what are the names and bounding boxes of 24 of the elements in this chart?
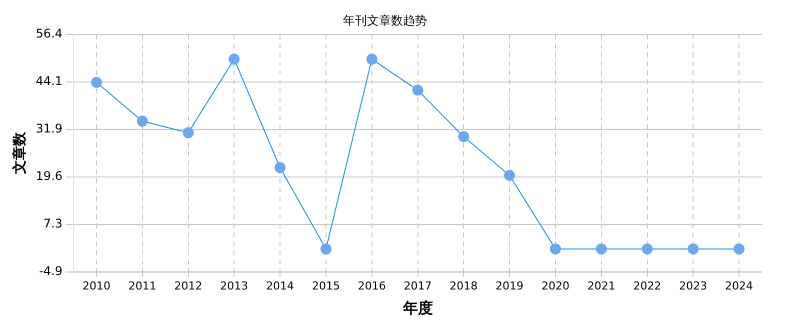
- x-tick-label: 2023: [679, 279, 708, 292]
- x-tick-label: 2012: [174, 279, 202, 292]
- y-tick-label: 19.6: [36, 169, 63, 184]
- x-tick-label: 2011: [128, 279, 156, 292]
- y-tick-label: -4.9: [39, 264, 63, 278]
- x-tick-label: 2016: [358, 279, 386, 292]
- y-tick-label: 44.1: [36, 74, 63, 88]
- x-tick-label: 2018: [450, 279, 478, 292]
- x-tick-label: 2020: [541, 279, 570, 292]
- x-axis-title: 年度: [402, 298, 433, 317]
- y-axis-title: 文章数: [11, 131, 28, 176]
- chart-title: 年刊文章数趋势: [343, 13, 427, 28]
- y-tick-label: 7.3: [43, 216, 63, 231]
- y-tick-label: 56.4: [36, 26, 63, 41]
- x-tick-label: 2017: [404, 279, 432, 292]
- x-tick-label: 2013: [220, 279, 248, 292]
- x-tick-label: 2015: [312, 279, 340, 292]
- x-tick-label: 2019: [496, 279, 524, 292]
- x-tick-label: 2010: [82, 279, 110, 292]
- x-tick-label: 2014: [266, 279, 294, 292]
- x-tick-label: 2022: [633, 279, 662, 292]
- x-tick-label: 2024: [725, 279, 754, 292]
- y-tick-label: 31.9: [36, 121, 63, 136]
- x-tick-label: 2021: [587, 279, 616, 292]
